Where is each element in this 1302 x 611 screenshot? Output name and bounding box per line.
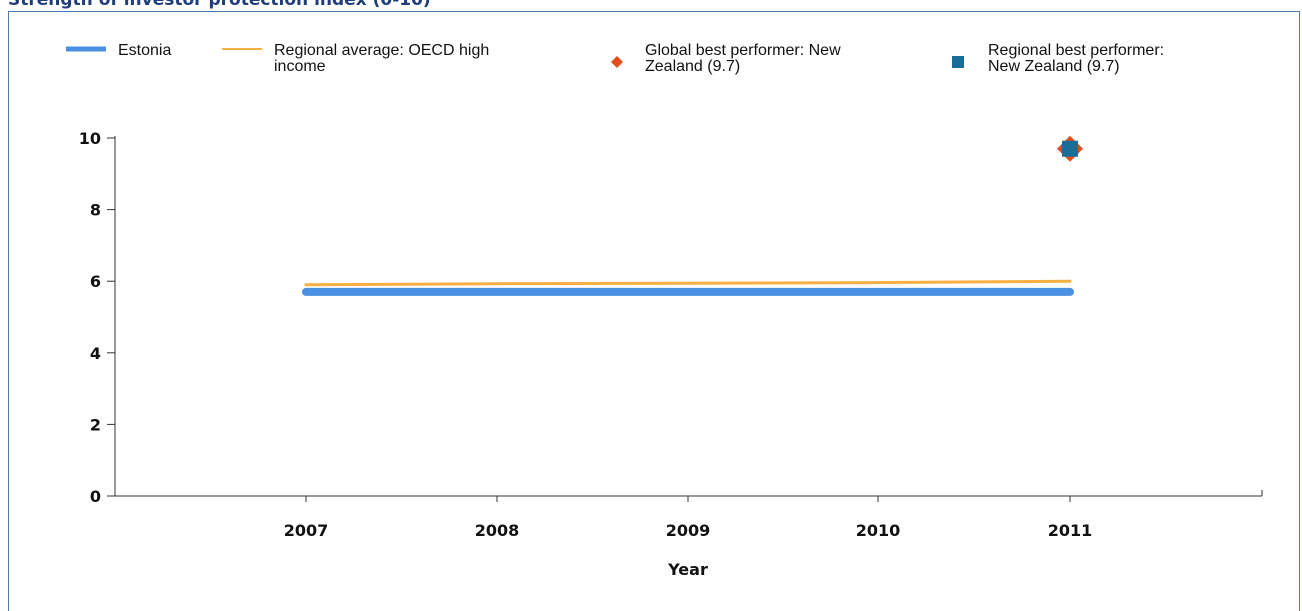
chart-title: Strength of investor protection index (0… (8, 0, 431, 10)
y-tick-label: 4 (90, 344, 101, 363)
x-tick-label: 2009 (666, 521, 711, 540)
x-tick-label: 2007 (284, 521, 329, 540)
chart-frame (8, 11, 1300, 611)
y-tick-label: 2 (90, 415, 101, 434)
legend-global-best-swatch (611, 56, 623, 68)
legend-global-best-label: Zealand (9.7) (645, 58, 740, 75)
x-tick-label: 2010 (856, 521, 901, 540)
regional-best-point (1062, 140, 1078, 157)
x-axis-title: Year (667, 560, 708, 579)
y-tick-label: 10 (79, 129, 101, 148)
legend-estonia-label: Estonia (118, 42, 171, 59)
y-tick-label: 8 (90, 201, 101, 220)
x-tick-label: 2008 (475, 521, 520, 540)
legend-regional-best-swatch (952, 56, 964, 68)
legend-regional-average-label: income (274, 58, 326, 75)
legend-regional-best-label: Regional best performer: (988, 42, 1164, 59)
legend-regional-average-label: Regional average: OECD high (274, 42, 489, 59)
legend-regional-best-label: New Zealand (9.7) (988, 58, 1120, 75)
legend-global-best-label: Global best performer: New (645, 42, 841, 59)
y-tick-label: 6 (90, 272, 101, 291)
y-tick-label: 0 (90, 487, 101, 506)
series-line-regional-average (304, 279, 1072, 287)
x-tick-label: 2011 (1048, 521, 1093, 540)
